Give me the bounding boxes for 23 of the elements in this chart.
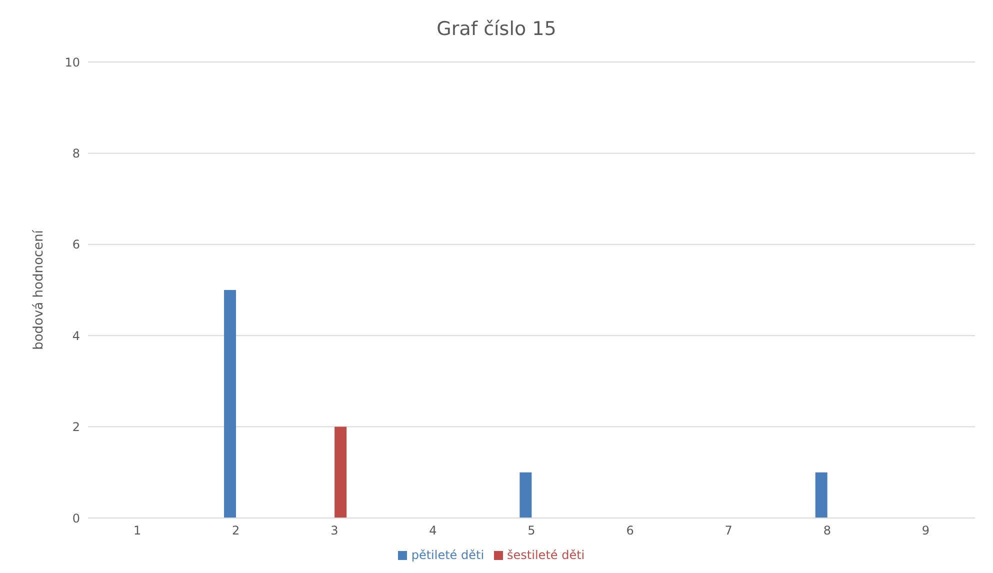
y-axis-title: bodová hodnocení: [32, 230, 47, 350]
bar: [815, 472, 828, 518]
x-tick-label: 7: [724, 524, 732, 538]
legend-label: pětileté děti: [411, 548, 484, 562]
x-tick-label: 1: [133, 524, 142, 538]
y-tick-label: 4: [72, 328, 80, 343]
x-tick-label: 8: [823, 524, 831, 538]
x-tick-label: 3: [330, 524, 338, 538]
y-tick-label: 6: [72, 238, 80, 252]
y-tick-label: 0: [72, 511, 80, 526]
bar: [224, 290, 236, 518]
x-tick-label: 2: [232, 524, 240, 538]
y-tick-label: 10: [64, 55, 80, 70]
x-tick-label: 4: [429, 524, 437, 538]
y-tick-label: 2: [72, 420, 80, 434]
x-tick-label: 9: [922, 524, 930, 538]
legend-label: šestileté děti: [507, 548, 585, 562]
bar: [520, 472, 532, 518]
y-tick-label: 8: [72, 146, 80, 160]
x-tick-label: 6: [626, 524, 634, 538]
chart-title: Graf číslo 15: [436, 17, 558, 42]
bar: [334, 426, 347, 518]
x-tick-label: 5: [528, 524, 536, 538]
